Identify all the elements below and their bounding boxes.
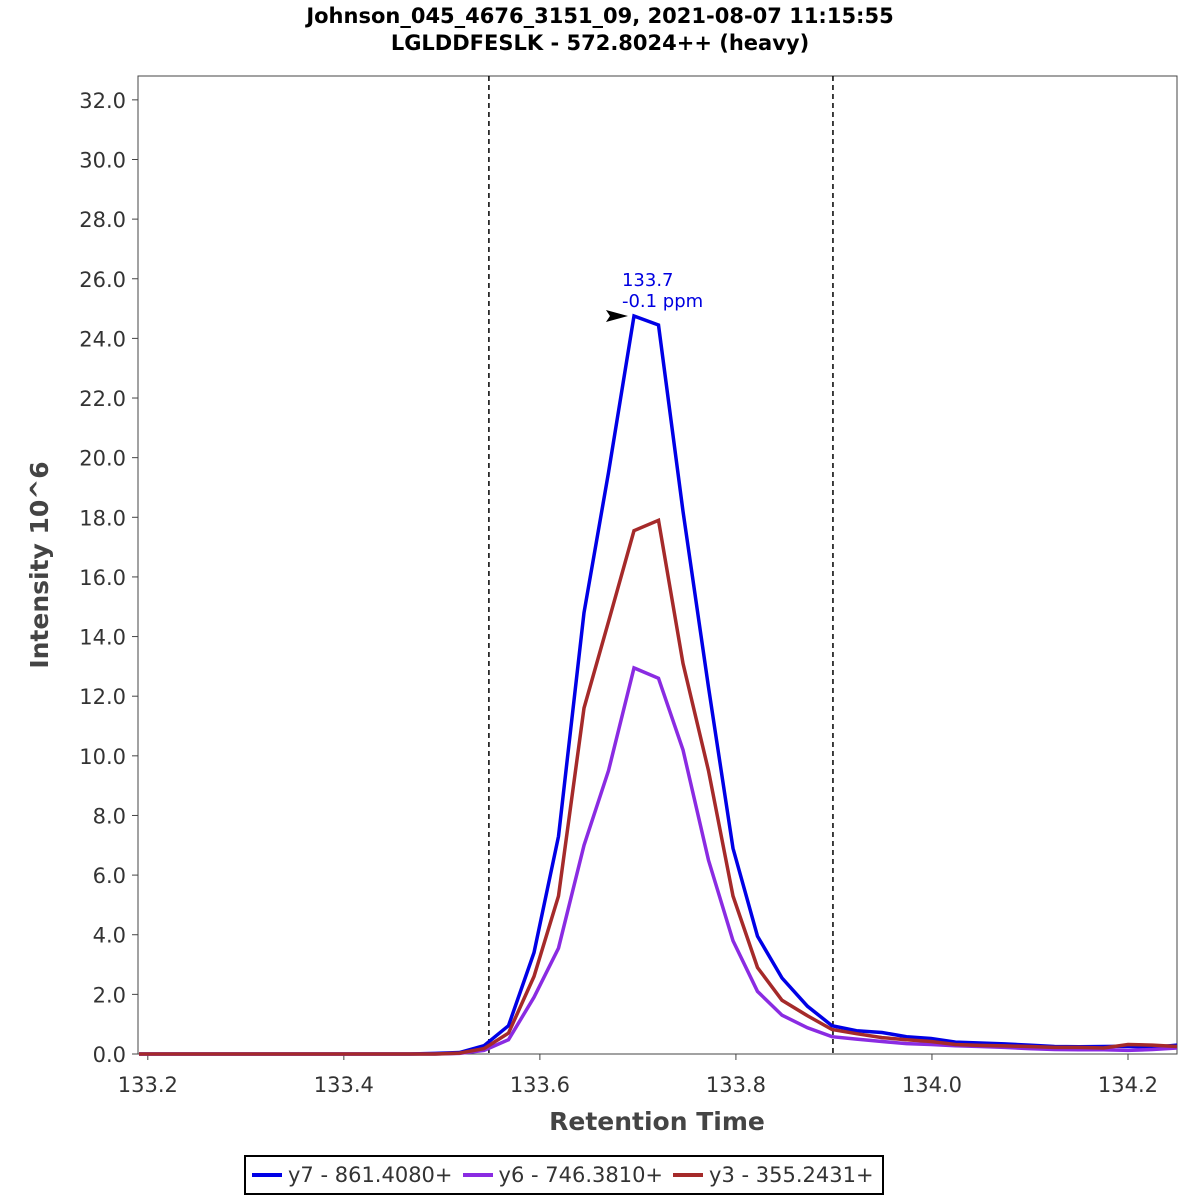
y-tick-label: 8.0: [93, 804, 126, 828]
x-tick-label: 134.2: [1098, 1073, 1158, 1097]
y-tick-label: 20.0: [79, 447, 126, 471]
x-tick-label: 133.4: [314, 1073, 374, 1097]
y-tick-label: 6.0: [93, 864, 126, 888]
y-tick-label: 16.0: [79, 566, 126, 590]
legend-swatch: [462, 1173, 493, 1177]
x-tick-label: 133.2: [118, 1073, 178, 1097]
y-tick-label: 22.0: [79, 387, 126, 411]
legend-item: y7 - 861.4080+: [252, 1163, 453, 1187]
chromatogram-chart: 0.0 2.0 4.0 6.0 8.0 10.0 12.0 14.0 16.0 18.0 20.0 2…: [25, 75, 1178, 1136]
y-tick-label: 26.0: [79, 268, 126, 292]
x-tick-label: 134.0: [902, 1073, 962, 1097]
x-axis-title: Retention Time: [549, 1107, 765, 1136]
peak-rt-label: 133.7: [622, 270, 674, 291]
y-tick-label: 10.0: [79, 745, 126, 769]
y-tick-label: 0.0: [93, 1043, 126, 1067]
series-line-y3: [139, 517, 1178, 1056]
chart-title: Johnson_045_4676_3151_09, 2021-08-07 11:…: [306, 4, 894, 28]
y-tick-label: 28.0: [79, 208, 126, 232]
y-tick-label: 24.0: [79, 327, 126, 351]
legend-item: y6 - 746.3810+: [462, 1163, 664, 1187]
y-tick-label: 30.0: [79, 148, 126, 172]
y-tick-label: 18.0: [79, 506, 126, 530]
y-tick-label: 2.0: [93, 983, 126, 1007]
legend-label: y7 - 861.4080+: [288, 1163, 453, 1187]
y-tick-label: 12.0: [79, 685, 126, 709]
y-tick-label: 4.0: [93, 924, 126, 948]
y-tick-label: 14.0: [79, 626, 126, 650]
y-tick-label: 32.0: [79, 89, 126, 113]
legend-swatch: [252, 1173, 282, 1177]
peak-ppm-label: -0.1 ppm: [622, 291, 703, 312]
legend-swatch: [673, 1173, 704, 1177]
x-tick-label: 133.6: [510, 1073, 570, 1097]
y-axis-title: Intensity 10^6: [25, 461, 54, 668]
x-tick-label: 133.8: [706, 1073, 766, 1097]
peak-arrow-icon: [605, 310, 628, 323]
chart-subtitle: LGLDDFESLK - 572.8024++ (heavy): [390, 31, 810, 55]
legend-label: y6 - 746.3810+: [498, 1163, 664, 1187]
legend-label: y3 - 355.2431+: [709, 1163, 874, 1187]
legend-item: y3 - 355.2431+: [673, 1163, 874, 1187]
chart-legend: y7 - 861.4080+ y6 - 746.3810+ y3 - 355.243…: [244, 1155, 884, 1195]
plot-area: [137, 75, 1178, 1055]
